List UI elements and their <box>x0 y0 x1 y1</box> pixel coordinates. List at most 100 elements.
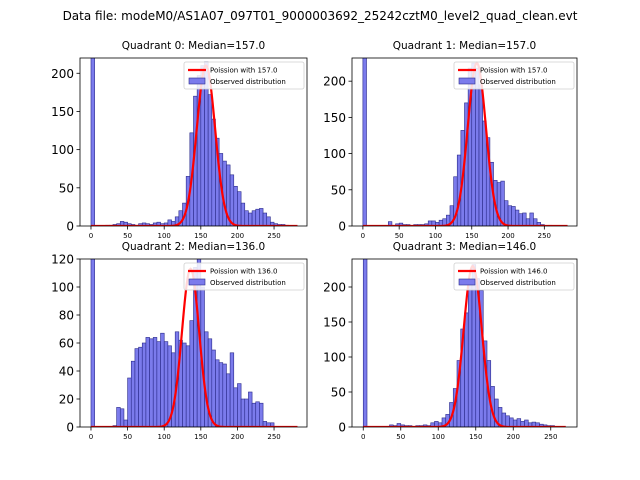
histogram-bar <box>229 174 235 226</box>
y-tick-label: 80 <box>59 309 74 323</box>
histogram-bar <box>511 206 516 226</box>
histogram-bar <box>160 332 165 427</box>
y-tick-label: 150 <box>51 105 74 119</box>
x-tick-label: 200 <box>231 433 244 441</box>
histogram-bar <box>152 337 158 427</box>
y-tick-label: 40 <box>59 365 74 379</box>
x-tick-label: 0 <box>89 232 93 240</box>
y-tick-label: 50 <box>59 181 74 195</box>
x-tick-label: 50 <box>123 433 132 441</box>
x-tick-label: 0 <box>361 232 365 240</box>
y-tick-label: 100 <box>323 147 346 161</box>
x-tick-label: 250 <box>544 433 557 441</box>
x-tick-label: 200 <box>501 232 514 240</box>
legend-line-label: Poission with 157.0 <box>480 67 548 75</box>
x-tick-label: 50 <box>395 232 404 240</box>
histogram-bar <box>266 216 271 226</box>
y-tick-label: 200 <box>323 281 346 295</box>
histogram-bar <box>145 337 150 427</box>
legend-bar-swatch <box>188 77 206 85</box>
legend-bar-swatch <box>188 278 206 286</box>
quadrant-0-plot-area <box>90 58 298 226</box>
legend-bar-swatch <box>458 77 476 85</box>
histogram-bar <box>467 283 473 427</box>
histogram-bar <box>516 418 522 427</box>
x-tick-label: 250 <box>538 232 551 240</box>
y-tick-label: 100 <box>51 143 74 157</box>
histogram-bar <box>127 377 132 427</box>
legend-box <box>183 61 305 90</box>
quadrant-3-axes-frame <box>351 258 578 428</box>
histogram-bar <box>259 402 264 427</box>
histogram-bar <box>507 205 512 226</box>
y-tick-label: 120 <box>51 253 74 267</box>
poisson-curve <box>362 61 568 226</box>
histogram-bar <box>185 345 191 427</box>
histogram-bar <box>233 387 238 427</box>
quadrant-3-panel: Quadrant 3: Median=146.0 0 50 100 150 200 250 0… <box>323 241 578 441</box>
quadrant-3-plot-area <box>362 259 566 427</box>
y-tick-label: 0 <box>66 421 74 435</box>
legend-box <box>183 262 305 291</box>
histogram-bar <box>134 348 139 427</box>
x-tick-label: 150 <box>465 232 478 240</box>
histogram-bar <box>138 346 143 427</box>
histogram-bar <box>90 259 95 427</box>
legend-box <box>453 61 575 90</box>
histogram-bar <box>504 200 509 226</box>
histogram-bar <box>362 58 367 226</box>
quadrant-0-legend: Poission with 157.0 Observed distribution <box>183 61 305 90</box>
histogram-bar <box>240 202 246 226</box>
x-tick-label: 0 <box>361 433 365 441</box>
x-tick-label: 250 <box>267 433 280 441</box>
x-tick-label: 150 <box>469 433 482 441</box>
x-tick-label: 200 <box>231 232 244 240</box>
histogram-bar <box>529 212 534 226</box>
poisson-curve <box>90 64 298 226</box>
legend-bar-label: Observed distribution <box>480 78 556 86</box>
quadrant-1-legend: Poission with 157.0 Observed distribution <box>453 61 575 90</box>
x-tick-label: 250 <box>267 232 280 240</box>
x-tick-label: 50 <box>396 433 405 441</box>
histogram-bar <box>362 259 368 427</box>
histogram-bar <box>119 408 125 427</box>
y-tick-label: 200 <box>51 67 74 81</box>
x-tick-label: 0 <box>89 433 93 441</box>
histogram-bar <box>518 213 523 226</box>
y-tick-label: 0 <box>338 421 346 435</box>
histogram-bar <box>478 84 483 226</box>
y-tick-label: 20 <box>59 393 74 407</box>
legend-line-label: Poission with 146.0 <box>480 268 548 276</box>
histogram-bar <box>475 67 480 226</box>
quadrant-0-axes-frame <box>79 57 308 227</box>
histogram-bar <box>244 398 249 427</box>
histogram-bar <box>237 191 242 226</box>
legend-bar-swatch <box>458 278 476 286</box>
legend-bar-label: Observed distribution <box>210 78 286 86</box>
x-tick-label: 100 <box>432 433 445 441</box>
histogram-bar <box>251 402 257 427</box>
histogram-bar <box>251 210 257 226</box>
legend-line-label: Poission with 157.0 <box>210 67 278 75</box>
histogram-bar <box>522 212 527 226</box>
quadrant-0-title: Quadrant 0: Median=157.0 <box>122 40 265 52</box>
quadrant-panels: Quadrant 0: Median=157.00 50 100 150 200 2500… <box>51 40 578 441</box>
y-tick-label: 0 <box>338 220 346 234</box>
histogram-bar <box>515 209 520 226</box>
histogram-bar <box>500 180 505 226</box>
quadrant-2-panel: Quadrant 2: Median=136.0 0 50 100 150 200 250 0… <box>51 241 308 441</box>
quadrant-3-title: Quadrant 3: Median=146.0 <box>393 241 536 253</box>
quadrant-1-title: Quadrant 1: Median=157.0 <box>393 40 536 52</box>
histogram-bar <box>130 360 136 427</box>
quadrant-0-panel: Quadrant 0: Median=157.0 0 50 100 150 200 250 0… <box>51 40 308 240</box>
histogram-bar <box>211 349 216 427</box>
quadrant-1-panel: Quadrant 1: Median=157.0 0 50 100 150 200 250 0… <box>323 40 578 240</box>
x-tick-label: 150 <box>194 232 207 240</box>
histogram-bar <box>163 341 169 427</box>
legend-line-label: Poission with 136.0 <box>210 268 278 276</box>
x-tick-label: 100 <box>158 232 171 240</box>
legend-box <box>453 262 575 291</box>
histogram-bar <box>207 94 213 226</box>
y-tick-label: 60 <box>59 337 74 351</box>
histogram-bar <box>509 417 514 427</box>
